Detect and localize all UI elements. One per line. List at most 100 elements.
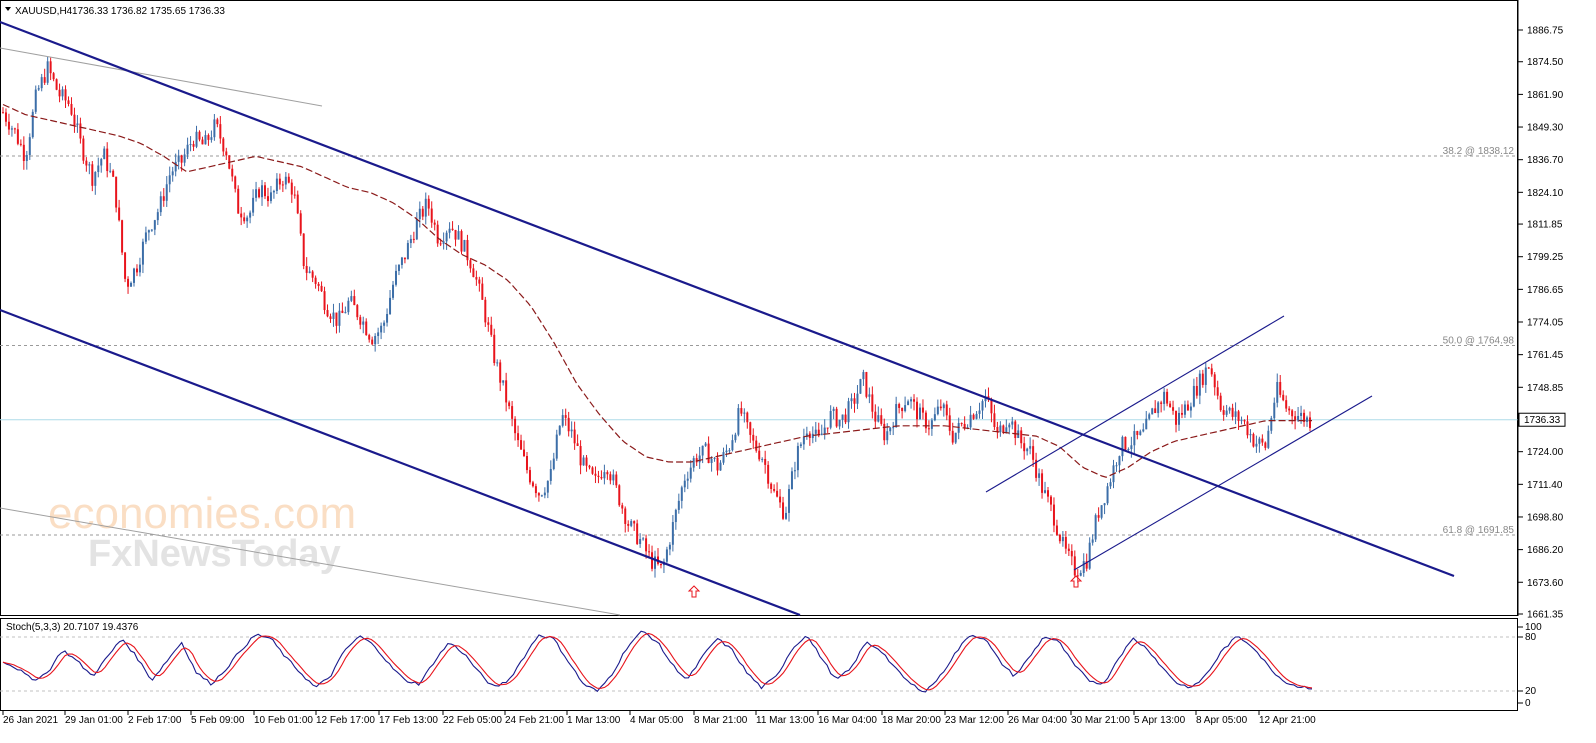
candle-body: [317, 283, 320, 286]
candle-body: [1067, 548, 1070, 551]
candle-body: [374, 336, 377, 345]
price-tick-label: 1824.10: [1527, 188, 1564, 199]
candle-body: [380, 325, 383, 333]
ascending-channel-lower[interactable]: [1073, 395, 1373, 571]
candle-body: [1082, 561, 1085, 573]
candle-body: [645, 538, 648, 552]
candle-body: [668, 544, 671, 550]
price-axis[interactable]: 1886.75 1874.50 1861.90 1849.30 1836.70 1824.…: [1517, 0, 1564, 621]
candle-body: [740, 408, 743, 414]
candle-body: [1225, 410, 1228, 415]
descending-channel-upper[interactable]: [0, 20, 1455, 578]
candle-body: [207, 135, 210, 140]
candle-body: [481, 283, 484, 300]
grey-trendline-upper: [0, 47, 323, 107]
candle-body: [790, 471, 793, 490]
price-tick-label: 1861.90: [1527, 90, 1564, 101]
candle-body: [1121, 436, 1124, 457]
price-tick-label: 1836.70: [1527, 155, 1564, 166]
time-tick-label: 18 Mar 20:00: [882, 715, 941, 726]
candle-body: [868, 394, 871, 397]
chart-header: XAUUSD,H4 1736.33 1736.82 1735.65 1736.3…: [5, 6, 225, 17]
candle-body: [651, 552, 654, 569]
candle-body: [963, 423, 966, 428]
candle-body: [433, 222, 436, 225]
candle-body: [895, 404, 898, 428]
candle-body: [493, 334, 496, 363]
candle-body: [40, 77, 43, 89]
candle-body: [183, 154, 186, 163]
candle-body: [204, 135, 207, 145]
candle-body: [445, 232, 448, 242]
candle-body: [799, 444, 802, 447]
candle-body: [266, 196, 269, 202]
candle-body: [719, 462, 722, 471]
candle-body: [576, 443, 579, 446]
candle-body: [415, 219, 418, 240]
candle-body: [1258, 438, 1261, 444]
candle-body: [826, 427, 829, 429]
candle-body: [302, 233, 305, 266]
candle-body: [779, 496, 782, 503]
candle-body: [189, 144, 192, 146]
candle-body: [192, 144, 195, 147]
candle-body: [844, 414, 847, 423]
candle-body: [633, 521, 636, 524]
candle-body: [383, 322, 386, 326]
candle-body: [1172, 407, 1175, 411]
candle-body: [1255, 443, 1258, 447]
candle-body: [692, 458, 695, 468]
candle-body: [320, 285, 323, 292]
candle-body: [490, 324, 493, 335]
candle-body: [924, 412, 927, 429]
watermark-line1: economies.com: [48, 489, 356, 538]
candle-body: [371, 339, 374, 345]
candle-body: [606, 472, 609, 475]
candle-body: [907, 401, 910, 406]
candle-body: [150, 229, 153, 231]
candle-body: [531, 482, 534, 487]
stoch-tick-20: 20: [1525, 686, 1537, 697]
candle-body: [1148, 414, 1151, 419]
symbol-label: XAUUSD,H4: [15, 6, 73, 17]
candle-body: [1163, 391, 1166, 404]
candle-body: [877, 415, 880, 422]
candle-body: [1035, 459, 1038, 478]
candle-body: [969, 414, 972, 428]
ascending-channel-upper[interactable]: [985, 315, 1285, 493]
time-axis[interactable]: 26 Jan 2021 29 Jan 01:00 2 Feb 17:00 5 Feb …: [2, 711, 1316, 726]
time-tick-label: 8 Mar 21:00: [694, 715, 748, 726]
candle-body: [1097, 515, 1100, 518]
time-tick-label: 30 Mar 21:00: [1071, 715, 1130, 726]
stoch-pane: [0, 618, 1518, 711]
candle-body: [13, 128, 16, 130]
candle-body: [1100, 505, 1103, 518]
candle-body: [859, 379, 862, 394]
candle-body: [1076, 575, 1079, 577]
candle-body: [540, 495, 543, 497]
candle-body: [296, 194, 299, 214]
candle-body: [1309, 417, 1311, 429]
candle-body: [73, 114, 76, 126]
candle-body: [210, 137, 213, 140]
candle-body: [564, 415, 567, 418]
candle-body: [335, 312, 338, 326]
candle-body: [758, 450, 761, 460]
candle-body: [683, 480, 686, 488]
candle-body: [314, 277, 317, 284]
candle-body: [1044, 490, 1047, 493]
price-tick-label: 1698.80: [1527, 512, 1564, 523]
candle-body: [162, 196, 165, 201]
candle-body: [960, 423, 963, 425]
candle-body: [1139, 431, 1142, 435]
up-arrow-icon: [1069, 575, 1083, 588]
candle-body: [767, 464, 770, 484]
descending-channel-lower[interactable]: [0, 308, 801, 617]
candle-body: [115, 176, 118, 208]
candle-body: [579, 445, 582, 466]
dropdown-triangle-icon[interactable]: [5, 7, 11, 11]
candle-body: [951, 430, 954, 443]
candle-body: [823, 427, 826, 434]
fib-level-label: 61.8 @ 1691.85: [1443, 525, 1515, 536]
